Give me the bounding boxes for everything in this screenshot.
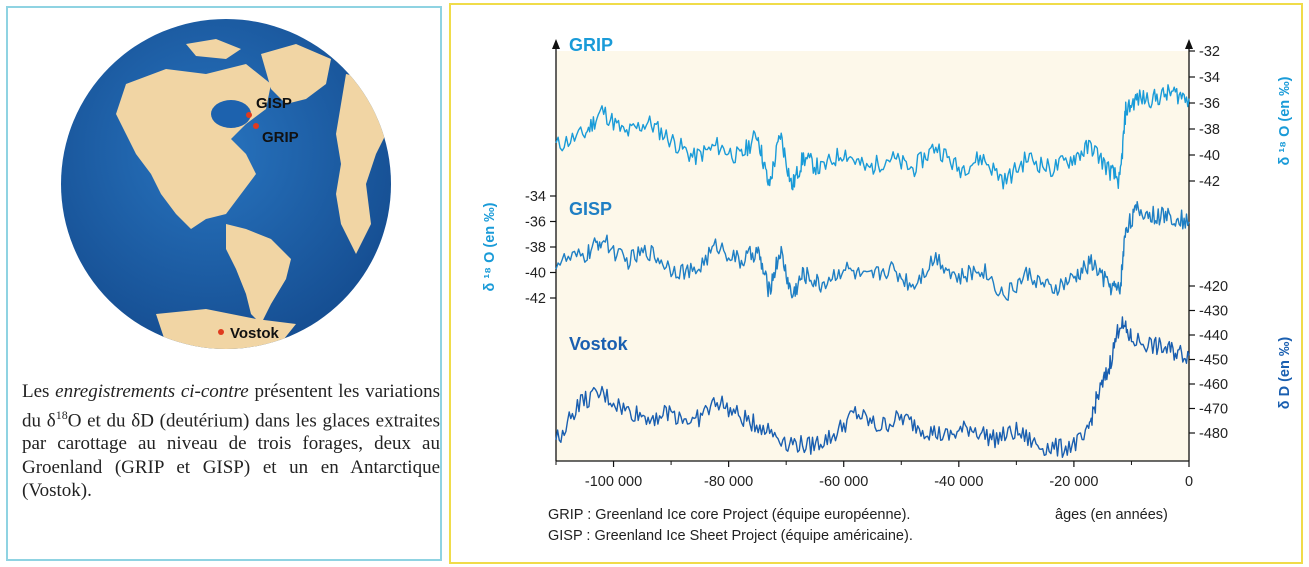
series [555, 84, 1190, 458]
grip-series-line [555, 84, 1190, 191]
x-tick-label: -60 000 [819, 474, 868, 490]
vostok-y-tick-label: -480 [1199, 426, 1228, 442]
site-markers: GISP GRIP Vostok [218, 95, 299, 342]
vostok-y-tick-label: -430 [1199, 304, 1228, 320]
antarctica [156, 309, 296, 349]
gisp-site-label: GISP [256, 95, 292, 112]
x-tick-label: -40 000 [934, 474, 983, 490]
gisp-y-tick-label: -38 [525, 240, 546, 256]
gisp-y-tick-label: -42 [525, 291, 546, 307]
vostok-y-tick-label: -450 [1199, 353, 1228, 369]
grip-y-axis-title: δ ¹⁸ O (en ‰) [1277, 76, 1293, 165]
vostok-site-label: Vostok [230, 325, 280, 342]
vostok-y-axis-title: δ D (en ‰) [1277, 337, 1293, 410]
gisp-footnote: GISP : Greenland Ice Sheet Project (équi… [548, 528, 913, 544]
gisp-series-name: GISP [569, 199, 612, 219]
gisp-y-tick-label: -34 [525, 189, 546, 205]
vostok-series-name: Vostok [569, 334, 629, 354]
caption-text: Les enregistrements ci-contre présentent… [22, 380, 440, 503]
grip-y-tick-label: -32 [1199, 44, 1220, 60]
grip-site-label: GRIP [262, 129, 299, 146]
hudson-bay [211, 100, 251, 128]
vostok-y-tick-label: -460 [1199, 377, 1228, 393]
gisp-site-dot [246, 112, 252, 118]
gisp-y-axis-title: δ ¹⁸ O (en ‰) [482, 202, 498, 291]
axis-labels: δ ¹⁸ O (en ‰) δ ¹⁸ O (en ‰) δ D (en ‰) GRIP… [482, 35, 1293, 409]
right-axis-arrow [1185, 39, 1193, 49]
x-tick-label: 0 [1185, 474, 1193, 490]
grip-series-name: GRIP [569, 35, 613, 55]
x-tick-label: -100 000 [585, 474, 642, 490]
vostok-y-tick-label: -470 [1199, 402, 1228, 418]
grip-y-tick-label: -40 [1199, 148, 1220, 164]
left-axis-arrow [552, 39, 560, 49]
arctic-islands [186, 39, 241, 59]
caption-part-1: Les [22, 381, 56, 402]
grip-y-tick-label: -36 [1199, 96, 1220, 112]
axes: -100 000 -80 000 -60 000 -40 000 -20 000 0 -32… [525, 39, 1228, 490]
caption-superscript: 18 [55, 407, 68, 422]
south-america [226, 224, 291, 324]
grip-site-dot [253, 123, 259, 129]
gisp-y-tick-label: -40 [525, 266, 546, 282]
grip-footnote: GRIP : Greenland Ice core Project (équip… [548, 507, 911, 523]
gisp-y-tick-label: -36 [525, 215, 546, 231]
caption-part-3: O et du δD (deutérium) dans les glaces e… [22, 409, 441, 502]
vostok-y-tick-label: -440 [1199, 328, 1228, 344]
greenland [261, 44, 331, 104]
x-tick-label: -20 000 [1049, 474, 1098, 490]
vostok-site-dot [218, 329, 224, 335]
europe-africa [336, 74, 391, 254]
globe-map: GISP GRIP Vostok [61, 19, 391, 349]
grip-y-tick-label: -34 [1199, 70, 1220, 86]
grip-y-tick-label: -38 [1199, 122, 1220, 138]
x-tick-label: -80 000 [704, 474, 753, 490]
vostok-y-tick-label: -420 [1199, 279, 1228, 295]
caption-part-2: présentent les variations du δ [22, 381, 440, 431]
ages-axis-label: âges (en années) [1055, 507, 1168, 523]
vostok-series-line [555, 316, 1190, 458]
caption-italic: enregistrements ci-contre [55, 381, 249, 402]
gisp-series-line [555, 201, 1190, 301]
grip-y-tick-label: -42 [1199, 174, 1220, 190]
ice-core-chart: -100 000 -80 000 -60 000 -40 000 -20 000 0 -32… [482, 35, 1293, 490]
plot-background [556, 51, 1189, 461]
